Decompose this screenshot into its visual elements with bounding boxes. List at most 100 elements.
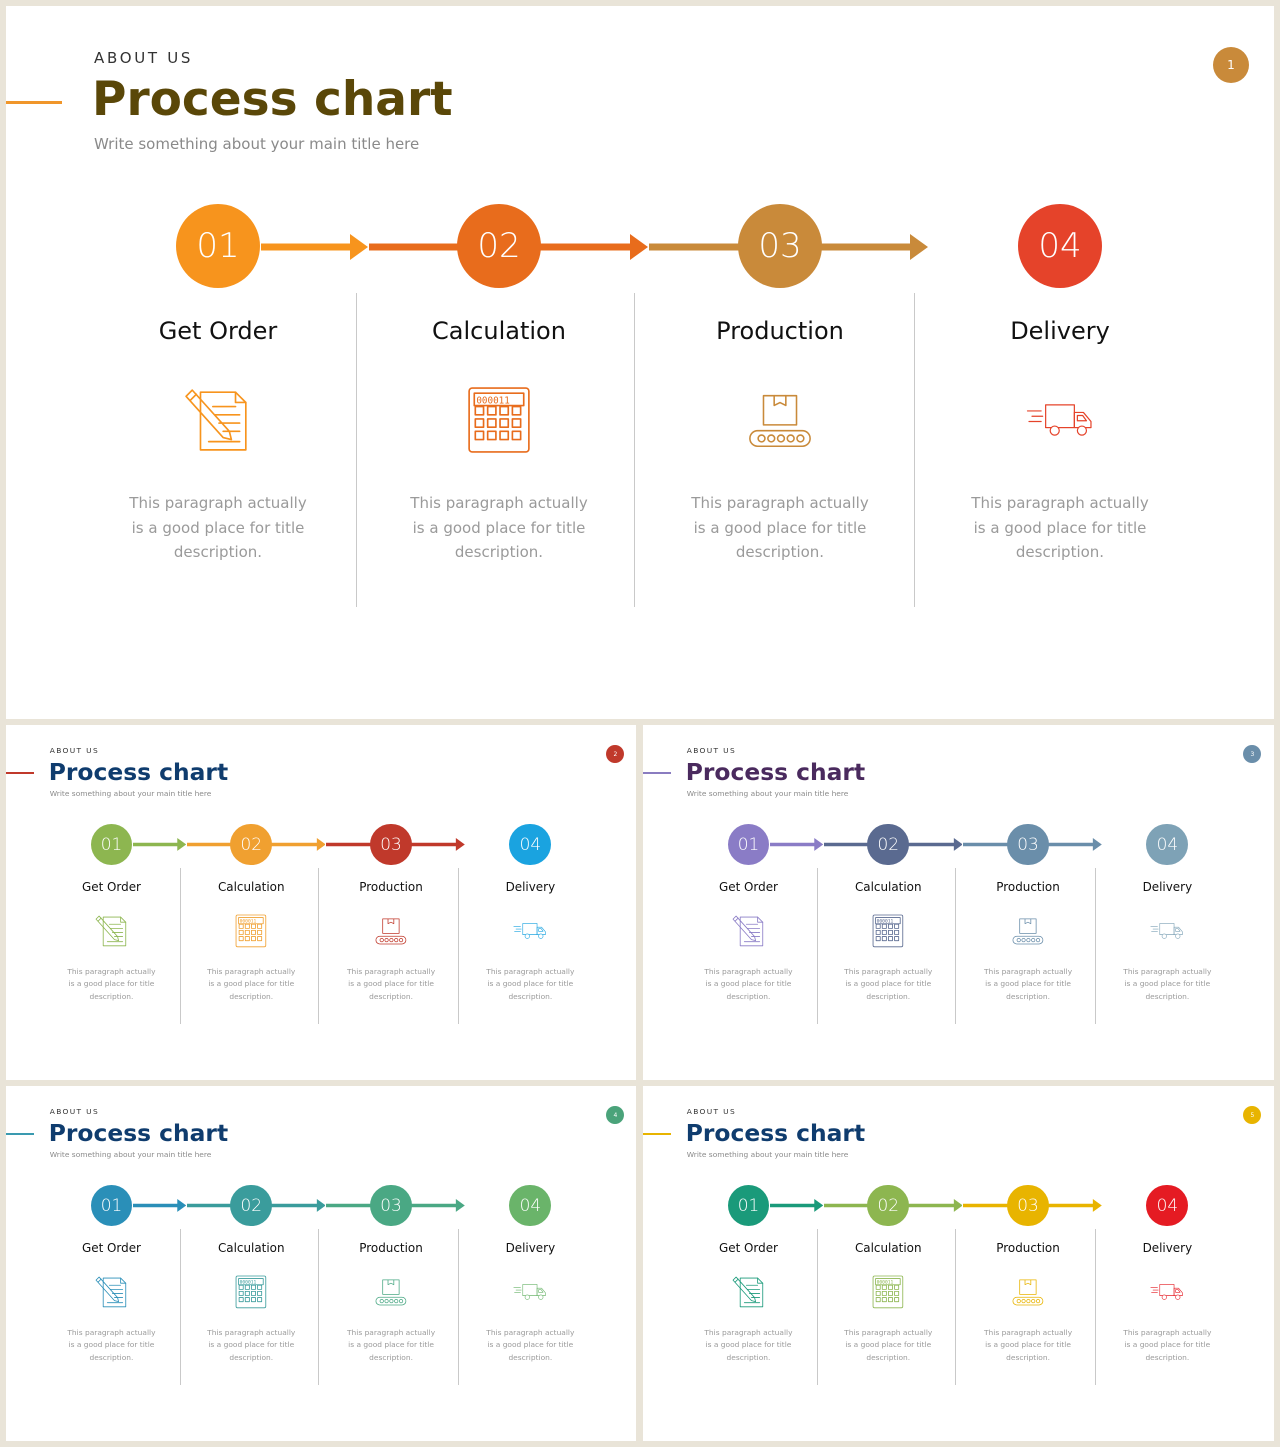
step-description: This paragraph actually is a good place … [983,967,1073,1001]
slide-subtitle: Write something about your main title he… [686,789,849,799]
step-title: Delivery [1142,1240,1193,1255]
delivery-truck-icon [513,1275,547,1309]
slide-5[interactable]: ABOUT US Process chart Write something abo… [643,1086,1274,1441]
accent-line [643,1133,671,1135]
svg-text:000011: 000011 [476,396,509,407]
step-title: Production [996,879,1060,894]
step-circle-01: 01 [727,1184,770,1227]
column-divider-3 [1094,867,1096,1024]
eyebrow-label: ABOUT US [94,49,194,67]
flow-arrow-1 [261,234,368,260]
step-description: This paragraph actually is a good place … [129,494,307,561]
step-description: This paragraph actually is a good place … [67,967,156,1001]
step-title: Get Order [81,879,141,894]
step-description: This paragraph actually is a good place … [486,1328,575,1362]
column-divider-2 [318,867,320,1024]
column-divider-1 [817,867,819,1024]
step-circle-02: 02 [867,823,910,866]
step-circle-04: 04 [1018,204,1102,288]
delivery-truck-icon [513,914,547,948]
step-circle-02: 02 [867,1184,910,1227]
flow-arrow-1 [132,838,187,852]
step-title: Get Order [718,879,778,894]
eyebrow-label: ABOUT US [49,1107,100,1117]
svg-text:000011: 000011 [240,919,257,925]
column-divider-1 [817,1228,819,1385]
svg-text:000011: 000011 [877,919,894,925]
calculator-icon: 000011 [871,1275,905,1309]
step-title: Calculation [217,1240,285,1255]
conveyor-box-icon [1011,914,1045,948]
step-title: Production [996,1240,1060,1255]
eyebrow-label: ABOUT US [686,746,737,756]
slide-4[interactable]: ABOUT US Process chart Write something abo… [6,1086,636,1441]
step-title: Calculation [217,879,285,894]
slide-title: Process chart [48,757,229,786]
slide-2[interactable]: ABOUT US Process chart Write something abo… [6,725,636,1080]
step-description: This paragraph actually is a good place … [704,1328,793,1362]
step-title: Calculation [854,1240,922,1255]
eyebrow-label: ABOUT US [49,746,100,756]
conveyor-box-icon [374,1275,408,1309]
step-circle-01: 01 [727,823,770,866]
step-title: Calculation [432,317,566,345]
slide-title: Process chart [685,1118,866,1147]
conveyor-box-icon [746,386,814,454]
step-description: This paragraph actually is a good place … [207,967,296,1001]
document-pencil-icon [184,386,252,454]
column-divider-2 [318,1228,320,1385]
step-description: This paragraph actually is a good place … [704,967,793,1001]
step-circle-01: 01 [90,1184,133,1227]
step-description: This paragraph actually is a good place … [1123,967,1212,1001]
slide-subtitle: Write something about your main title he… [686,1150,849,1160]
page-number-badge: 2 [606,745,625,764]
svg-text:000011: 000011 [877,1280,894,1286]
step-circle-03: 03 [370,823,412,866]
step-title: Get Order [158,317,278,345]
step-description: This paragraph actually is a good place … [691,494,869,561]
step-circle-04: 04 [1146,1184,1189,1227]
calculator-icon: 000011 [234,1275,268,1309]
step-description: This paragraph actually is a good place … [486,967,575,1001]
column-divider-3 [914,293,915,607]
eyebrow-label: ABOUT US [686,1107,737,1117]
step-circle-03: 03 [738,204,822,288]
slide-subtitle: Write something about your main title he… [49,789,212,799]
slide-3[interactable]: ABOUT US Process chart Write something abo… [643,725,1274,1080]
slide-1[interactable]: ABOUT US Process chart Write something abo… [6,6,1274,719]
document-pencil-icon [732,1275,766,1309]
step-description: This paragraph actually is a good place … [207,1328,296,1362]
step-circle-02: 02 [230,823,273,866]
slide-title: Process chart [92,72,453,127]
column-divider-1 [180,867,182,1024]
step-description: This paragraph actually is a good place … [346,1328,436,1362]
step-circle-01: 01 [176,204,260,288]
step-circle-04: 04 [1146,823,1189,866]
column-divider-2 [955,1228,957,1385]
calculator-icon: 000011 [234,914,268,948]
step-circle-03: 03 [1007,823,1049,866]
document-pencil-icon [95,1275,129,1309]
delivery-truck-icon [1026,386,1094,454]
accent-line [6,1133,34,1135]
step-title: Delivery [1142,879,1193,894]
step-title: Production [359,879,423,894]
conveyor-box-icon [1011,1275,1045,1309]
svg-text:000011: 000011 [240,1280,257,1286]
column-divider-1 [356,293,357,607]
step-circle-03: 03 [1007,1184,1049,1227]
step-description: This paragraph actually is a good place … [1123,1328,1212,1362]
step-circle-02: 02 [457,204,541,288]
step-title: Calculation [854,879,922,894]
delivery-truck-icon [1150,1275,1184,1309]
step-circle-03: 03 [370,1184,412,1227]
step-title: Delivery [1010,317,1110,345]
accent-line [6,101,62,104]
page-number-badge: 3 [1243,745,1262,764]
calculator-icon: 000011 [465,386,533,454]
step-title: Production [359,1240,423,1255]
column-divider-3 [1094,1228,1096,1385]
step-title: Get Order [81,1240,141,1255]
step-circle-04: 04 [509,823,552,866]
step-description: This paragraph actually is a good place … [67,1328,156,1362]
